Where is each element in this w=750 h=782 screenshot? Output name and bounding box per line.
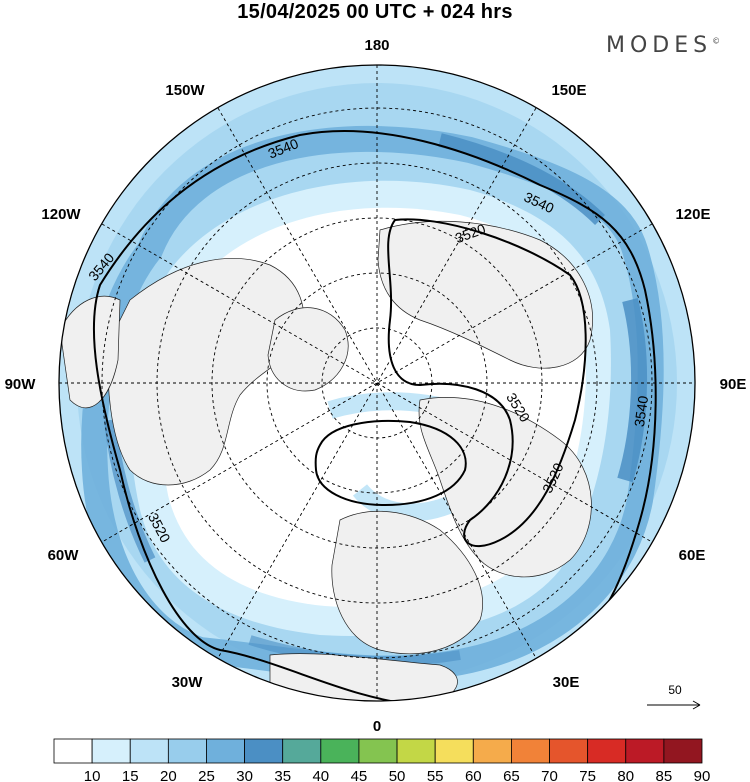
colorbar-swatch (587, 738, 627, 764)
colorbar-label: 45 (351, 768, 368, 782)
contour-label: 3540 (631, 395, 651, 428)
lon-label-60w: 60W (48, 547, 80, 564)
colorbar: 10 15 20 25 30 35 40 45 50 55 60 65 70 75 80 85 90 (53, 738, 711, 782)
colorbar-swatch (358, 738, 398, 764)
lon-label-150e: 150E (551, 82, 586, 99)
colorbar-swatch (53, 738, 93, 764)
lon-label-120w: 120W (41, 206, 81, 223)
reference-vector: 50 (647, 683, 701, 710)
colorbar-label: 90 (694, 768, 711, 782)
colorbar-swatch (549, 738, 589, 764)
lon-label-0: 0 (373, 718, 381, 735)
colorbar-swatch (396, 738, 436, 764)
lon-label-60e: 60E (679, 547, 706, 564)
colorbar-swatch (282, 738, 322, 764)
brand-name: MODES (606, 33, 713, 58)
colorbar-swatch (91, 738, 131, 764)
colorbar-swatch (434, 738, 474, 764)
lon-label-180: 180 (364, 37, 389, 54)
colorbar-swatch (320, 738, 360, 764)
lon-label-90e: 90E (720, 376, 747, 393)
colorbar-label: 60 (465, 768, 482, 782)
colorbar-label: 85 (656, 768, 673, 782)
colorbar-swatch (625, 738, 665, 764)
colorbar-label: 65 (503, 768, 520, 782)
map-title: 15/04/2025 00 UTC + 024 hrs (237, 1, 513, 23)
map-border (58, 64, 696, 702)
colorbar-swatch (663, 738, 703, 764)
colorbar-swatch (244, 738, 284, 764)
colorbar-label: 30 (236, 768, 253, 782)
colorbar-label: 20 (160, 768, 177, 782)
longitude-labels: 180 150E 120E 90E 60E 30E 0 30W 60W 90W … (5, 37, 747, 735)
lon-label-30e: 30E (553, 674, 580, 691)
colorbar-swatch (511, 738, 550, 764)
colorbar-label: 25 (198, 768, 215, 782)
colorbar-label: 55 (427, 768, 444, 782)
lon-label-30w: 30W (172, 674, 204, 691)
brand-mark: © (712, 36, 721, 46)
reference-vector-label: 50 (668, 683, 682, 697)
land-masses (59, 220, 593, 701)
colorbar-swatch (206, 738, 245, 764)
colorbar-swatch (129, 738, 169, 764)
colorbar-label: 80 (617, 768, 634, 782)
colorbar-label: 10 (84, 768, 101, 782)
colorbar-label: 70 (541, 768, 558, 782)
modes-logo: MODES© (606, 33, 720, 58)
colorbar-label: 15 (122, 768, 139, 782)
colorbar-swatch (472, 738, 512, 764)
colorbar-label: 75 (579, 768, 596, 782)
height-contours (92, 130, 657, 701)
lon-label-90w: 90W (5, 376, 37, 393)
lon-label-150w: 150W (165, 82, 205, 99)
colorbar-label: 40 (312, 768, 329, 782)
lon-label-120e: 120E (675, 206, 710, 223)
colorbar-swatch (167, 738, 207, 764)
graticule (59, 65, 695, 701)
colorbar-label: 50 (389, 768, 406, 782)
colorbar-label: 35 (274, 768, 291, 782)
